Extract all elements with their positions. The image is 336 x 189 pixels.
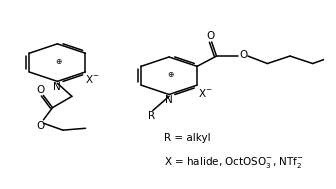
Text: X$^{-}$: X$^{-}$ [198,87,213,99]
Text: O: O [206,31,214,41]
Text: $\oplus$: $\oplus$ [167,70,174,79]
Text: O: O [37,121,45,131]
Text: X$^{-}$: X$^{-}$ [85,74,99,85]
Text: X = halide, OctOSO$_3^{-}$, NTf$_2^{-}$: X = halide, OctOSO$_3^{-}$, NTf$_2^{-}$ [164,155,304,170]
Text: N: N [53,82,61,92]
Text: O: O [240,50,248,60]
Text: R = alkyl: R = alkyl [164,133,211,143]
Text: R: R [148,111,155,121]
Text: O: O [37,84,45,94]
Text: N: N [165,95,173,105]
Text: $\oplus$: $\oplus$ [55,57,63,66]
